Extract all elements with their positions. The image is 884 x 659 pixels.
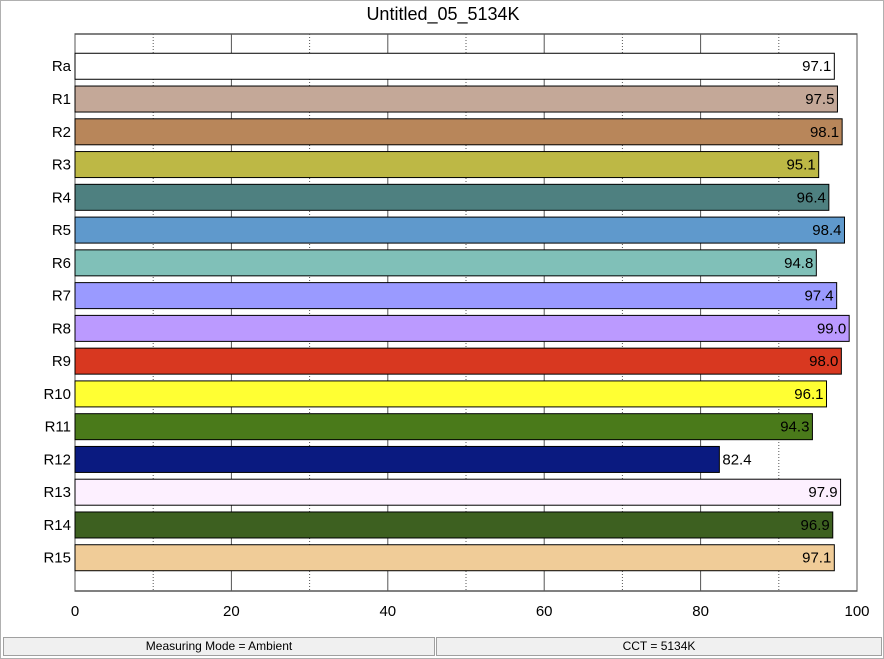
value-label: 95.1 (786, 157, 815, 174)
value-label: 97.5 (805, 91, 834, 108)
bar (74, 282, 838, 310)
y-tick-label: R10 (43, 386, 71, 403)
bar (74, 544, 835, 572)
bar (74, 118, 843, 146)
y-tick-label: R13 (43, 484, 71, 501)
value-label: 82.4 (722, 451, 751, 468)
value-label: 97.4 (804, 288, 833, 305)
status-panel: CCT = 5134K (436, 637, 882, 656)
y-tick-label: R1 (52, 91, 71, 108)
chart: Untitled_05_5134K 0 20 40 60 80 100 Ra 97.1 R1 97… (43, 4, 869, 620)
y-tick-label: R6 (52, 255, 71, 272)
bar (74, 183, 830, 211)
bar (74, 249, 817, 277)
status-panel: Measuring Mode = Ambient (3, 637, 435, 656)
bar (74, 216, 845, 244)
bar (74, 413, 813, 441)
y-tick-label: R9 (52, 353, 71, 370)
y-tick-label: R14 (43, 517, 71, 534)
y-tick-label: R3 (52, 157, 71, 174)
y-tick-label: R5 (52, 222, 71, 239)
y-tick-label: R2 (52, 124, 71, 141)
x-tick-label: 40 (379, 603, 396, 620)
value-label: 96.9 (801, 517, 830, 534)
value-label: 98.1 (810, 124, 839, 141)
x-tick-label: 60 (536, 603, 553, 620)
value-label: 97.1 (802, 550, 831, 567)
value-label: 99.0 (817, 320, 846, 337)
y-tick-label: R7 (52, 288, 71, 305)
bar (74, 511, 834, 539)
plot-area (74, 33, 858, 592)
bar (74, 380, 828, 408)
value-label: 96.4 (797, 189, 826, 206)
x-tick-label: 0 (71, 603, 79, 620)
bar (74, 347, 842, 375)
value-label: 94.3 (780, 419, 809, 436)
x-tick-label: 80 (692, 603, 709, 620)
value-label: 96.1 (794, 386, 823, 403)
value-label: 97.1 (802, 58, 831, 75)
y-tick-label: R8 (52, 320, 71, 337)
bar (74, 151, 820, 179)
value-label: 98.4 (812, 222, 841, 239)
value-label: 94.8 (784, 255, 813, 272)
bar (74, 445, 720, 473)
x-tick-label: 100 (844, 603, 869, 620)
x-tick-label: 20 (223, 603, 240, 620)
bar (74, 478, 842, 506)
bar (74, 314, 850, 342)
y-tick-label: Ra (52, 58, 72, 75)
y-tick-label: R15 (43, 550, 71, 567)
value-label: 98.0 (809, 353, 838, 370)
chart-title: Untitled_05_5134K (366, 4, 519, 25)
bar (74, 52, 835, 80)
y-tick-label: R4 (52, 189, 71, 206)
bar (74, 85, 838, 113)
y-tick-label: R12 (43, 451, 71, 468)
value-label: 97.9 (808, 484, 837, 501)
y-tick-label: R11 (45, 419, 71, 436)
